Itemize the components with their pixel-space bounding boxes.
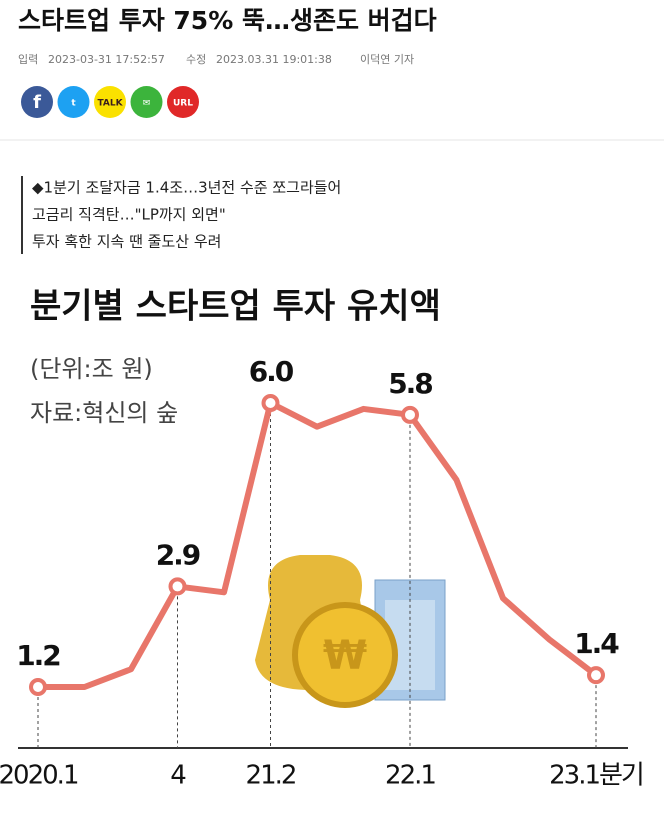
share-button[interactable] [167, 86, 199, 118]
share-button-label: t [71, 99, 76, 109]
share-button[interactable] [57, 86, 90, 118]
input-label: 입력 [18, 53, 38, 66]
x-tick-label: 22.1 [385, 761, 435, 791]
edit-time: 2023.03.31 19:01:38 [216, 53, 332, 66]
point [401, 405, 419, 424]
share-button[interactable] [94, 86, 126, 118]
line-series [38, 400, 598, 690]
chart: 2020.1 4 21.2 22.1 23.1분기 1.2 2.9 6.0 5.8 1.4 [0, 355, 645, 791]
summary-line: 고금리 직격탄…"LP까지 외면" [32, 206, 226, 224]
value-label: 5.8 [388, 367, 432, 400]
chart-title: 분기별 스타트업 투자 유치액 [30, 287, 441, 327]
point [261, 394, 280, 412]
article-title: 스타트업 투자 75% 뚝…생존도 버겁다 [18, 6, 437, 35]
x-tick-label: 2020.1 [0, 761, 78, 791]
share-button-label: f [33, 92, 41, 113]
chart-source: 자료:혁신의 숲 [30, 399, 178, 427]
summary-line: 투자 혹한 지속 땐 줄도산 우려 [32, 233, 221, 251]
point [29, 678, 47, 696]
summary-line: ◆1분기 조달자금 1.4조…3년전 수준 쪼그라들어 [32, 179, 341, 197]
coin [292, 602, 398, 708]
value-label: 1.4 [574, 627, 619, 660]
coin-symbol: ₩ [323, 633, 367, 679]
point [168, 577, 187, 596]
edit-label: 수정 [186, 53, 206, 66]
value-label: 2.9 [156, 538, 200, 571]
value-label: 1.2 [16, 639, 60, 672]
illustration: ₩ [255, 555, 446, 708]
share-bar: f t TALK ✉ URL [21, 86, 199, 118]
chart-subtitle: (단위:조 원) [30, 355, 153, 383]
x-tick-label: 4 [170, 761, 186, 791]
x-tick-label: 23.1분기 [549, 761, 643, 791]
share-button-label: ✉ [143, 99, 151, 109]
share-button-label: URL [173, 99, 193, 109]
value-label: 6.0 [249, 355, 294, 388]
point [587, 666, 605, 685]
input-time: 2023-03-31 17:52:57 [48, 53, 165, 66]
share-button[interactable] [130, 86, 163, 118]
share-button-label: TALK [97, 99, 123, 109]
author: 이덕연 기자 [360, 53, 414, 66]
x-tick-label: 21.2 [246, 761, 296, 791]
share-button[interactable] [21, 86, 53, 118]
